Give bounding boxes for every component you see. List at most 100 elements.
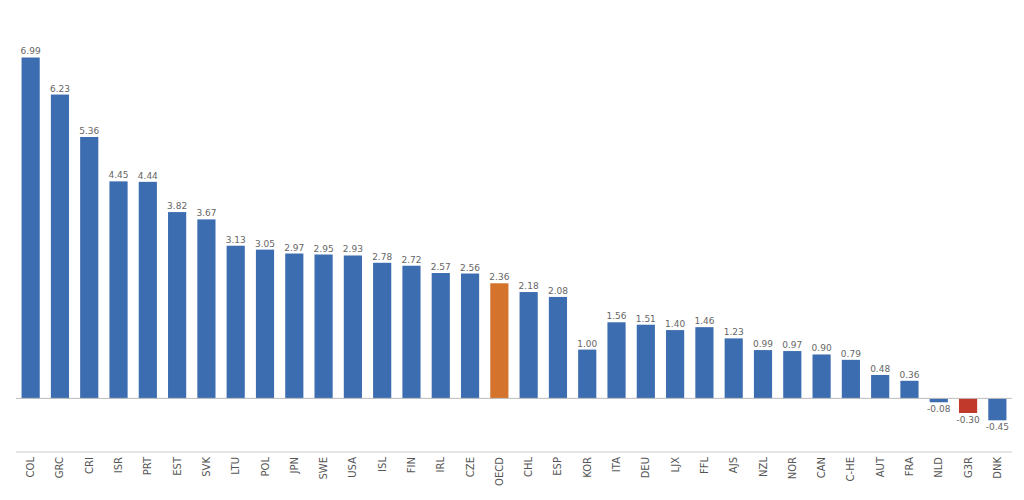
data-label: -0.08 xyxy=(927,404,951,414)
data-label: 1.00 xyxy=(577,339,597,349)
bar xyxy=(109,181,127,398)
data-label: 1.46 xyxy=(694,316,714,326)
bar xyxy=(373,263,391,399)
bar xyxy=(666,330,684,398)
x-tick-label: ISL xyxy=(377,457,388,472)
data-label: 1.51 xyxy=(636,314,656,324)
x-tick-label: C-HE xyxy=(845,457,856,481)
bar xyxy=(578,350,596,399)
x-tick-label: NOR xyxy=(787,457,798,479)
data-label: 4.44 xyxy=(138,171,158,181)
bar xyxy=(988,398,1006,420)
x-tick-label: USA xyxy=(347,457,358,478)
data-label: -0.45 xyxy=(986,422,1009,432)
x-tick-label: LJX xyxy=(670,457,681,473)
bar xyxy=(197,219,215,398)
data-label: 2.57 xyxy=(431,262,451,272)
bar xyxy=(842,360,860,399)
x-tick-label: KOR xyxy=(582,457,593,478)
data-label: 0.99 xyxy=(753,339,773,349)
x-tick-label: CAN xyxy=(816,457,827,478)
bar xyxy=(754,350,772,398)
x-tick-label: NZL xyxy=(758,457,769,477)
bar xyxy=(80,137,98,398)
data-label: 2.72 xyxy=(401,255,421,265)
data-label: 1.23 xyxy=(724,327,744,337)
data-label: 4.45 xyxy=(109,170,129,180)
bar xyxy=(813,354,831,398)
x-tick-label: G3R xyxy=(963,457,974,478)
data-label: 2.36 xyxy=(489,272,509,282)
data-label: 2.18 xyxy=(519,281,539,291)
x-tick-label: AUT xyxy=(875,456,886,477)
data-label: -0.30 xyxy=(956,415,980,425)
x-tick-label: DNK xyxy=(992,457,1003,479)
x-tick-label: FRA xyxy=(904,457,915,476)
bar xyxy=(490,283,508,398)
x-tick-label: ITA xyxy=(611,457,622,472)
bar xyxy=(900,381,918,399)
x-tick-label: JPN xyxy=(289,457,300,474)
x-tick-label: CHL xyxy=(523,457,534,478)
zero-line xyxy=(16,398,1012,399)
data-label: 1.56 xyxy=(607,311,627,321)
x-tick-label: OECD xyxy=(494,457,505,486)
x-tick-label: CZE xyxy=(465,457,476,477)
bar xyxy=(637,325,655,399)
x-tick-label: AJS xyxy=(728,457,739,473)
x-tick-label: DEU xyxy=(640,457,651,478)
bar xyxy=(930,398,948,402)
x-tick-label: ISR xyxy=(113,457,124,473)
x-tick-label: ESP xyxy=(552,457,563,476)
x-tick-label: EST xyxy=(172,456,183,476)
bar xyxy=(607,322,625,398)
bar xyxy=(22,57,40,398)
data-label: 0.79 xyxy=(841,349,861,359)
x-tick-label: GRC xyxy=(54,457,65,478)
data-label: 0.90 xyxy=(812,343,832,353)
x-tick-label: FIN xyxy=(406,457,417,473)
chart-svg: 6.99 6.23 5.36 4.45 4.44 3.82 3.67 3.13 3.05 2.97… xyxy=(0,0,1024,500)
data-label: 1.40 xyxy=(665,319,685,329)
bar xyxy=(168,212,186,398)
bar xyxy=(783,351,801,398)
x-tick-label: NLD xyxy=(933,457,944,478)
bar xyxy=(315,255,333,399)
bar xyxy=(344,255,362,398)
bar xyxy=(51,95,69,399)
data-label: 2.97 xyxy=(284,243,304,253)
x-tick-label: PRT xyxy=(142,456,153,475)
bar xyxy=(461,274,479,399)
x-tick-label: SVK xyxy=(201,457,212,477)
x-tick-label: POL xyxy=(260,457,271,477)
bar xyxy=(520,292,538,398)
bar xyxy=(402,266,420,399)
x-axis-line xyxy=(16,452,1012,453)
data-label: 2.93 xyxy=(343,244,363,254)
bars xyxy=(22,57,1007,420)
data-label: 2.56 xyxy=(460,263,480,273)
data-label: 3.67 xyxy=(196,208,216,218)
data-label: 6.99 xyxy=(21,46,41,56)
bar xyxy=(139,182,157,399)
bar xyxy=(549,297,567,398)
data-label: 5.36 xyxy=(79,126,99,136)
bar xyxy=(695,327,713,398)
x-tick-label: CRI xyxy=(84,457,95,474)
x-tick-label: IRL xyxy=(435,457,446,473)
data-label: 0.97 xyxy=(782,340,802,350)
data-label: 3.13 xyxy=(226,235,246,245)
bar xyxy=(432,273,450,398)
data-label: 3.82 xyxy=(167,201,187,211)
data-label: 0.48 xyxy=(870,364,890,374)
bar xyxy=(256,250,274,399)
x-tick-label: SWE xyxy=(318,457,329,480)
x-tick-label: COL xyxy=(25,457,36,478)
chart-container: 6.99 6.23 5.36 4.45 4.44 3.82 3.67 3.13 3.05 2.97… xyxy=(0,0,1024,500)
bar xyxy=(725,338,743,398)
data-label: 0.36 xyxy=(899,370,919,380)
data-label: 6.23 xyxy=(50,84,70,94)
data-label: 3.05 xyxy=(255,239,275,249)
bar xyxy=(227,246,245,399)
x-tick-label: LTU xyxy=(230,457,241,475)
